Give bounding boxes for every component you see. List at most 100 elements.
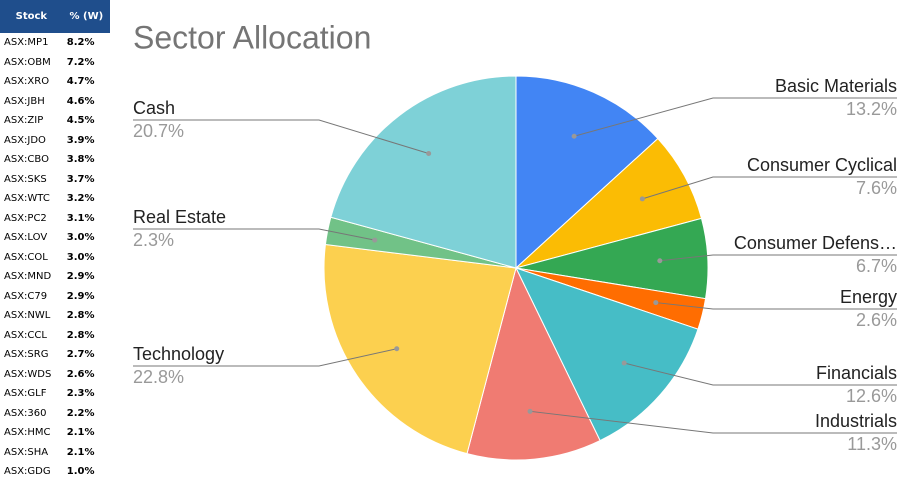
leader-line [624,362,897,386]
slice-label: Energy [840,287,897,307]
stock-cell: ASX:CBO [4,154,49,166]
weight-cell: 3.0% [66,232,95,244]
table-row: ASX:WDS 2.6% [0,365,110,385]
leader-line [529,410,897,434]
weight-cell: 2.1% [66,427,95,439]
slice-value: 2.3% [133,230,174,250]
weight-cell: 3.8% [66,154,95,166]
slice-label: Industrials [815,411,897,431]
stock-cell: ASX:PC2 [4,212,47,224]
table-row: ASX:XRO 4.7% [0,72,110,92]
stock-cell: ASX:SHA [4,446,49,458]
weight-cell: 2.2% [66,407,95,419]
leader-dot [372,237,378,243]
pie-slice [515,75,659,270]
slice-value: 13.2% [846,99,897,119]
slice-label: Technology [133,344,224,364]
leader-line [133,348,397,367]
weight-cell: 3.7% [66,173,95,185]
stock-cell: ASX:GLF [4,388,47,400]
weight-cell: 4.6% [66,95,95,107]
table-row: ASX:SHA 2.1% [0,443,110,463]
slice-label: Consumer Defens… [734,233,897,253]
stock-cell: ASX:WDS [4,368,52,380]
stock-cell: ASX:OBM [4,56,51,68]
weight-cell: 2.9% [66,271,95,283]
weight-cell: 2.7% [66,349,95,361]
stock-cell: ASX:XRO [4,76,50,88]
slice-value: 11.3% [847,434,897,454]
weight-cell: 3.1% [66,212,95,224]
table-row: ASX:WTC 3.2% [0,189,110,209]
slice-value: 2.6% [856,310,897,330]
leader-line [659,254,897,262]
stock-cell: ASX:LOV [4,232,48,244]
stock-cell: ASX:JDO [4,134,46,146]
stock-cell: ASX:WTC [4,193,50,205]
table-row: ASX:JBH 4.6% [0,92,110,112]
leader-line [573,97,897,137]
stock-cell: ASX:JBH [4,95,45,107]
table-row: ASX:SRG 2.7% [0,345,110,365]
slice-value: 7.6% [856,178,897,198]
weight-cell: 3.2% [66,193,95,205]
leader-line [133,119,429,154]
stock-cell: ASX:MND [4,271,52,283]
slice-label: Consumer Cyclical [747,155,897,175]
slice-label: Cash [133,98,175,118]
leader-dot [426,151,432,157]
weight-cell: 2.9% [66,290,95,302]
weight-cell: 4.5% [66,115,95,127]
pie-slice [515,267,699,442]
stock-cell: ASX:SRG [4,349,49,361]
column-header: Stock [0,0,63,33]
stock-cell: ASX:360 [4,407,47,419]
pie-slice [330,75,517,269]
slice-value: 20.7% [133,121,184,141]
table-row: ASX:CCL 2.8% [0,326,110,346]
weight-cell: 3.0% [66,251,95,263]
stock-cell: ASX:SKS [4,173,47,185]
leader-dot [639,196,645,202]
stock-cell: ASX:MP1 [4,37,49,49]
stock-cell: ASX:COL [4,251,48,263]
table-row: ASX:OBM 7.2% [0,53,110,73]
table-row: ASX:HMC 2.1% [0,423,110,443]
stock-cell: ASX:CCL [4,329,47,341]
slice-value: 12.6% [846,386,897,406]
leader-line [642,176,897,200]
table-row: ASX:PC2 3.1% [0,209,110,229]
table-row: ASX:360 2.2% [0,404,110,424]
table-row: ASX:JDO 3.9% [0,131,110,151]
leader-line [133,228,375,241]
holdings-table: Stock% (W) ASX:MP1 8.2% ASX:OBM 7.2% ASX:XRO 4… [0,0,110,482]
column-header: % (W) [62,0,110,33]
weight-cell: 2.1% [66,446,95,458]
table-row: ASX:C79 2.9% [0,287,110,307]
stock-cell: ASX:GDG [4,466,51,478]
slice-value: 22.8% [133,367,184,387]
table-row: ASX:COL 3.0% [0,248,110,268]
table-row: ASX:GLF 2.3% [0,384,110,404]
stock-cell: ASX:NWL [4,310,51,322]
table-row: ASX:ZIP 4.5% [0,111,110,131]
leader-dot [657,258,663,264]
table-row: ASX:GDG 1.0% [0,462,110,482]
pie-slice [323,243,517,455]
table-row: ASX:LOV 3.0% [0,228,110,248]
weight-cell: 2.3% [66,388,95,400]
weight-cell: 1.0% [66,466,95,478]
chart-title: Sector Allocation [133,19,371,55]
table-row: ASX:MP1 8.2% [0,33,110,53]
weight-cell: 7.2% [66,56,95,68]
pie-slice [466,266,601,461]
stock-cell: ASX:ZIP [4,115,44,127]
table-row: ASX:MND 2.9% [0,267,110,287]
weight-cell: 2.6% [66,368,95,380]
table-row: ASX:CBO 3.8% [0,150,110,170]
slice-value: 6.7% [856,256,897,276]
weight-cell: 2.8% [66,329,95,341]
leader-dot [527,408,533,414]
leader-dot [653,300,659,306]
